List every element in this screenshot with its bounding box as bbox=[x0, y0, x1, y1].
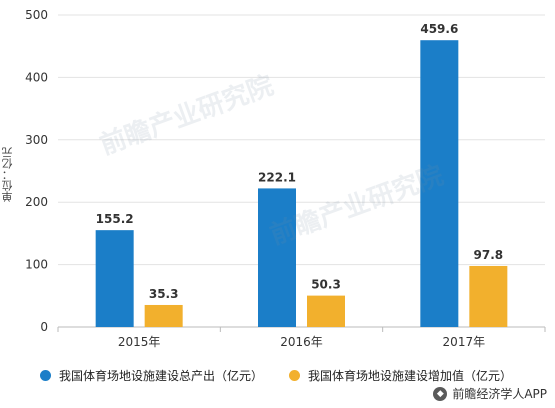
legend-item-output: 我国体育场地设施建设总产出（亿元） bbox=[40, 367, 263, 384]
data-label: 155.2 bbox=[96, 212, 134, 226]
data-label: 97.8 bbox=[474, 248, 504, 262]
y-tick-label: 500 bbox=[25, 8, 48, 22]
y-tick-label: 0 bbox=[40, 320, 48, 334]
legend-label: 我国体育场地设施建设增加值（亿元） bbox=[308, 369, 513, 383]
x-tick-label: 2016年 bbox=[280, 335, 323, 349]
x-tick-label: 2017年 bbox=[443, 335, 486, 349]
legend: 我国体育场地设施建设总产出（亿元） 我国体育场地设施建设增加值（亿元） bbox=[40, 367, 512, 384]
bar bbox=[307, 295, 345, 327]
footer-text: 前瞻经济学人APP bbox=[452, 387, 547, 401]
legend-item-value-added: 我国体育场地设施建设增加值（亿元） bbox=[289, 367, 512, 384]
x-tick-labels: 2015年 2016年 2017年 bbox=[57, 327, 546, 349]
y-tick-label: 100 bbox=[25, 258, 48, 272]
bar bbox=[420, 40, 459, 328]
qianzhan-logo-icon: ◆ bbox=[433, 386, 448, 401]
data-label: 222.1 bbox=[258, 170, 296, 184]
y-tick-label: 400 bbox=[25, 70, 48, 84]
bar bbox=[469, 265, 508, 327]
bar bbox=[144, 304, 183, 327]
y-tick-label: 200 bbox=[25, 195, 48, 209]
data-label: 35.3 bbox=[149, 287, 179, 301]
footer-brand: ◆ 前瞻经济学人APP bbox=[433, 385, 547, 402]
legend-marker bbox=[40, 370, 51, 381]
bar bbox=[258, 188, 296, 327]
bar-chart: 0 100 200 300 400 500 155.2 35.3 222.1 50.3 459.6… bbox=[25, 8, 546, 349]
x-tick-label: 2015年 bbox=[118, 335, 161, 349]
data-label: 50.3 bbox=[311, 278, 341, 292]
legend-marker bbox=[289, 370, 301, 381]
data-label: 459.6 bbox=[420, 22, 458, 36]
y-tick-labels: 0 100 200 300 400 500 bbox=[25, 8, 48, 334]
y-axis-label: 单位：亿元 bbox=[1, 147, 14, 203]
legend-label: 我国体育场地设施建设总产出（亿元） bbox=[59, 369, 264, 383]
y-tick-label: 300 bbox=[25, 133, 48, 147]
bars bbox=[95, 40, 508, 328]
grid-lines bbox=[58, 14, 545, 328]
data-labels: 155.2 35.3 222.1 50.3 459.6 97.8 bbox=[96, 22, 503, 301]
bar bbox=[95, 230, 134, 327]
